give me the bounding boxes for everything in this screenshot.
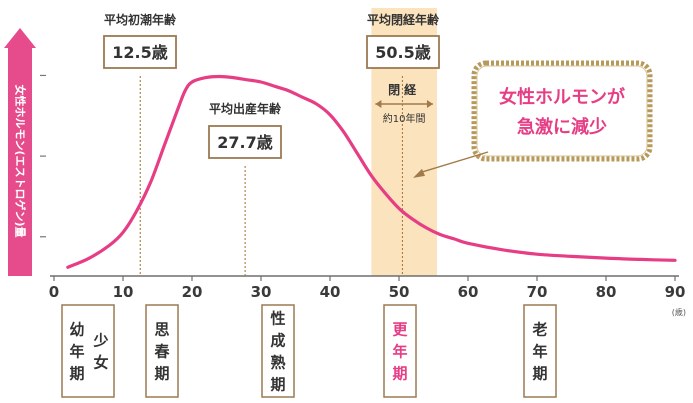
life-stage-box-2 [261,304,295,398]
callout-line-1: 女性ホルモンが [499,86,625,108]
y-axis-arrow-head [4,28,36,48]
band-range-arrow-left [375,100,382,108]
annotation-label-0: 平均初潮年齢 [104,12,177,27]
x-tick-label-90: 90 [665,283,686,301]
band-range-label: 約10年間 [383,112,426,125]
x-unit-label: (歳) [672,307,686,317]
x-tick-label-30: 30 [251,283,272,301]
life-stage-char-2-0-0: 性 [270,309,285,327]
life-stage-box-1 [145,304,179,398]
life-stage-char-2-0-3: 期 [270,375,285,393]
x-tick-label-20: 20 [182,283,203,301]
life-stage-char-1-0-0: 思 [154,320,169,338]
x-tick-label-80: 80 [596,283,617,301]
life-stage-char-3-0-0: 更 [392,320,408,338]
annotation-box-2 [366,35,440,69]
life-stage-char-2-0-2: 熟 [270,353,285,371]
annotation-label-1: 平均出産年齢 [209,101,282,116]
life-stage-box-3 [383,304,417,398]
life-stage-char-4-0-2: 期 [532,364,547,382]
annotation-box-0 [103,35,177,69]
annotation-value-1: 27.7歳 [217,133,272,152]
callout-line-2: 急激に減少 [517,116,607,138]
life-stage-char-4-0-1: 年 [532,342,547,360]
life-stage-char-1-0-1: 春 [154,342,169,360]
band-range-arrow-right [426,100,433,108]
annotation-value-0: 12.5歳 [112,43,167,62]
life-stage-box-0 [61,304,115,398]
life-stage-char-2-0-1: 成 [270,331,285,349]
life-stage-char-4-0-0: 老 [531,320,547,338]
y-axis-label: 女性ホルモン(エストロゲン)量 [14,84,28,237]
life-stage-box-4 [523,304,557,398]
life-stage-char-0-0-1: 女 [93,353,108,371]
callout-inner-border [476,65,648,157]
x-tick-label-50: 50 [389,283,410,301]
life-stage-char-0-1-1: 年 [69,342,84,360]
x-tick-label-40: 40 [320,283,341,301]
annotation-value-2: 50.5歳 [375,43,430,62]
band-label: 閉経 [388,82,420,97]
x-tick-label-10: 10 [113,283,134,301]
life-stage-char-0-1-0: 幼 [69,320,84,338]
callout-rope-border [471,60,653,162]
estrogen-curve [66,74,677,269]
x-tick-label-70: 70 [527,283,548,301]
annotation-box-1 [208,125,282,159]
y-axis-arrow-bar [8,46,32,276]
annotation-label-2: 平均閉経年齢 [367,12,440,27]
callout-pointer-line [418,151,489,174]
x-tick-label-60: 60 [458,283,479,301]
x-tick-label-0: 0 [49,283,59,301]
life-stage-char-3-0-1: 年 [392,342,407,360]
life-stage-char-0-0-0: 少 [92,331,108,349]
life-stage-char-1-0-2: 期 [154,364,169,382]
callout-pointer-head [413,168,425,178]
life-stage-char-0-1-2: 期 [69,364,84,382]
life-stage-char-3-0-2: 期 [392,364,407,382]
